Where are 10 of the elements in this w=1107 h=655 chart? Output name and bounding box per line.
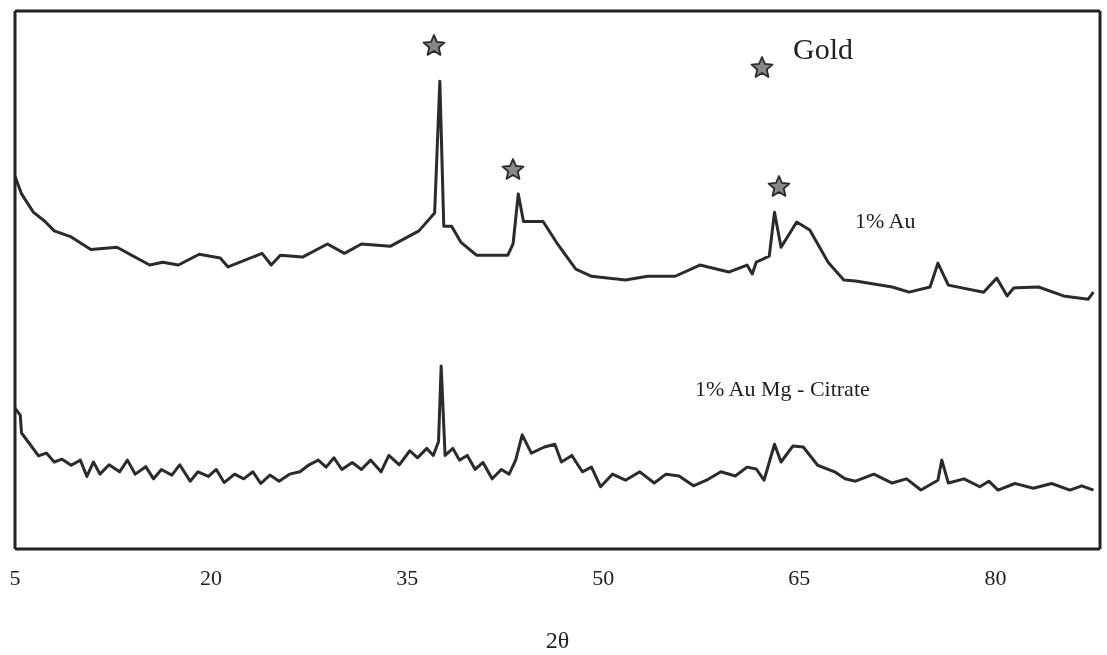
x-tick-label: 50 — [592, 564, 615, 590]
x-tick-label: 35 — [396, 564, 419, 590]
text: Gold — [793, 32, 853, 66]
x-axis-title: 2θ — [545, 627, 570, 653]
series-label: 1% Au — [855, 208, 916, 234]
x-tick-label: 20 — [200, 564, 223, 590]
x-tick-label: 5 — [9, 564, 21, 590]
text: 1% Au Mg - Citrate — [695, 376, 870, 402]
x-tick-label: 65 — [788, 564, 811, 590]
x-tick-label: 80 — [984, 564, 1007, 590]
